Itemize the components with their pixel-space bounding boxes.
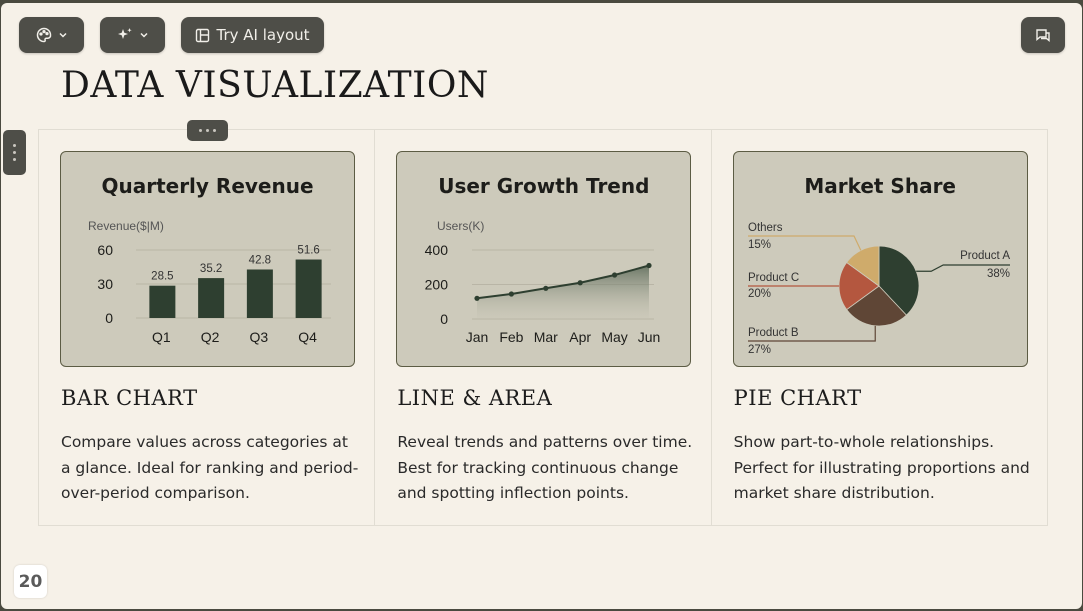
palette-icon: [36, 27, 52, 43]
leader-line: [747, 235, 862, 251]
y-tick-label: 60: [97, 242, 113, 258]
try-ai-layout-label: Try AI layout: [216, 26, 310, 44]
x-tick-label: Feb: [500, 329, 524, 345]
slice-percent: 15%: [748, 239, 771, 251]
magic-button[interactable]: [100, 17, 165, 53]
data-point: [509, 291, 515, 297]
x-tick-label: May: [602, 329, 628, 345]
data-point: [612, 272, 618, 278]
column-heading: PIE CHART: [733, 386, 862, 410]
comment-button[interactable]: [1021, 17, 1065, 53]
column-pie-chart: Market Share Product A 38% Product B 27% Pro…: [712, 130, 1047, 525]
chart-title: User Growth Trend: [438, 174, 650, 198]
chevron-down-icon: [58, 30, 68, 40]
x-tick-label: Mar: [534, 329, 558, 345]
bar: [295, 259, 322, 318]
column-heading: BAR CHART: [61, 386, 198, 410]
page-number: 20: [14, 565, 47, 598]
bar-chart: Revenue($|M) 0 30 60 28.5 Q1 35.2 Q2 42.8 Q3 51.6 Q…: [88, 219, 331, 345]
x-tick-label: Apr: [570, 329, 592, 345]
line-chart-card: User Growth Trend Users(K) 0 200 400 Jan Feb M…: [396, 151, 692, 367]
data-point: [646, 262, 652, 269]
pie-slice: [878, 245, 919, 316]
slide-canvas: Try AI layout DATA VISUALIZATION Quarter…: [1, 3, 1082, 609]
chart-title: Quarterly Revenue: [101, 174, 314, 198]
y-axis-label: Revenue($|M): [88, 219, 164, 233]
block-drag-handle[interactable]: [187, 120, 228, 141]
pie-slice: [845, 285, 907, 327]
chart-title: Market Share: [804, 174, 956, 198]
chevron-down-icon: [139, 30, 149, 40]
series-line: [477, 264, 650, 300]
sparkles-icon: [117, 27, 133, 43]
y-tick-label: 30: [97, 276, 113, 292]
x-tick-label: Q3: [250, 329, 269, 345]
data-label: 42.8: [249, 254, 271, 266]
data-label: 35.2: [200, 263, 222, 275]
layout-icon: [195, 28, 210, 43]
area-chart: Users(K) 0 200 400 Jan Feb Mar Apr May Jun: [425, 219, 661, 345]
slice-label: Product C: [748, 272, 799, 284]
x-tick-label: Jan: [466, 329, 489, 345]
y-tick-label: 200: [425, 277, 449, 293]
column-heading: LINE & AREA: [397, 386, 553, 410]
pie-chart: Product A 38% Product B 27% Product C 20% Othe…: [747, 222, 1010, 356]
slice-label: Product B: [748, 327, 799, 339]
theme-button[interactable]: [19, 17, 84, 53]
data-label: 51.6: [297, 245, 319, 257]
x-tick-label: Q1: [152, 329, 171, 345]
try-ai-layout-button[interactable]: Try AI layout: [181, 17, 324, 53]
x-tick-label: Q4: [298, 329, 317, 345]
column-description: Compare values across categories at a gl…: [61, 433, 359, 502]
slice-percent: 27%: [748, 344, 771, 356]
y-axis-label: Users(K): [437, 219, 484, 233]
leader-line: [915, 264, 1010, 272]
slice-percent: 20%: [748, 288, 771, 300]
page-title: DATA VISUALIZATION: [61, 65, 489, 106]
area-fill: [477, 265, 650, 319]
x-tick-label: Jun: [638, 329, 661, 345]
slice-percent: 38%: [987, 268, 1010, 280]
column-description: Show part-to-whole relationships. Perfec…: [733, 433, 1030, 502]
bar: [246, 269, 273, 318]
side-drag-handle[interactable]: [3, 130, 26, 175]
slice-label: Others: [748, 222, 783, 234]
chart-columns: Quarterly Revenue Revenue($|M) 0 30 60 28.5 Q…: [38, 129, 1048, 526]
bar-chart-card: Quarterly Revenue Revenue($|M) 0 30 60 28.5 Q…: [60, 151, 355, 367]
slice-label: Product A: [960, 250, 1010, 262]
column-description: Reveal trends and patterns over time. Be…: [397, 433, 693, 502]
bar: [198, 278, 225, 318]
data-label: 28.5: [151, 271, 173, 283]
data-point: [474, 295, 480, 301]
comment-icon: [1035, 27, 1051, 43]
data-point: [577, 280, 584, 286]
x-tick-label: Q2: [201, 329, 220, 345]
pie-chart-card: Market Share Product A 38% Product B 27% Pro…: [732, 151, 1028, 367]
y-tick-label: 0: [105, 310, 113, 326]
y-tick-label: 400: [425, 242, 449, 258]
column-line-area: User Growth Trend Users(K) 0 200 400 Jan Feb M…: [375, 130, 712, 525]
bar: [149, 285, 176, 318]
y-tick-label: 0: [441, 311, 449, 327]
leader-line: [747, 325, 876, 342]
column-bar-chart: Quarterly Revenue Revenue($|M) 0 30 60 28.5 Q…: [39, 130, 376, 525]
data-point: [543, 285, 549, 291]
